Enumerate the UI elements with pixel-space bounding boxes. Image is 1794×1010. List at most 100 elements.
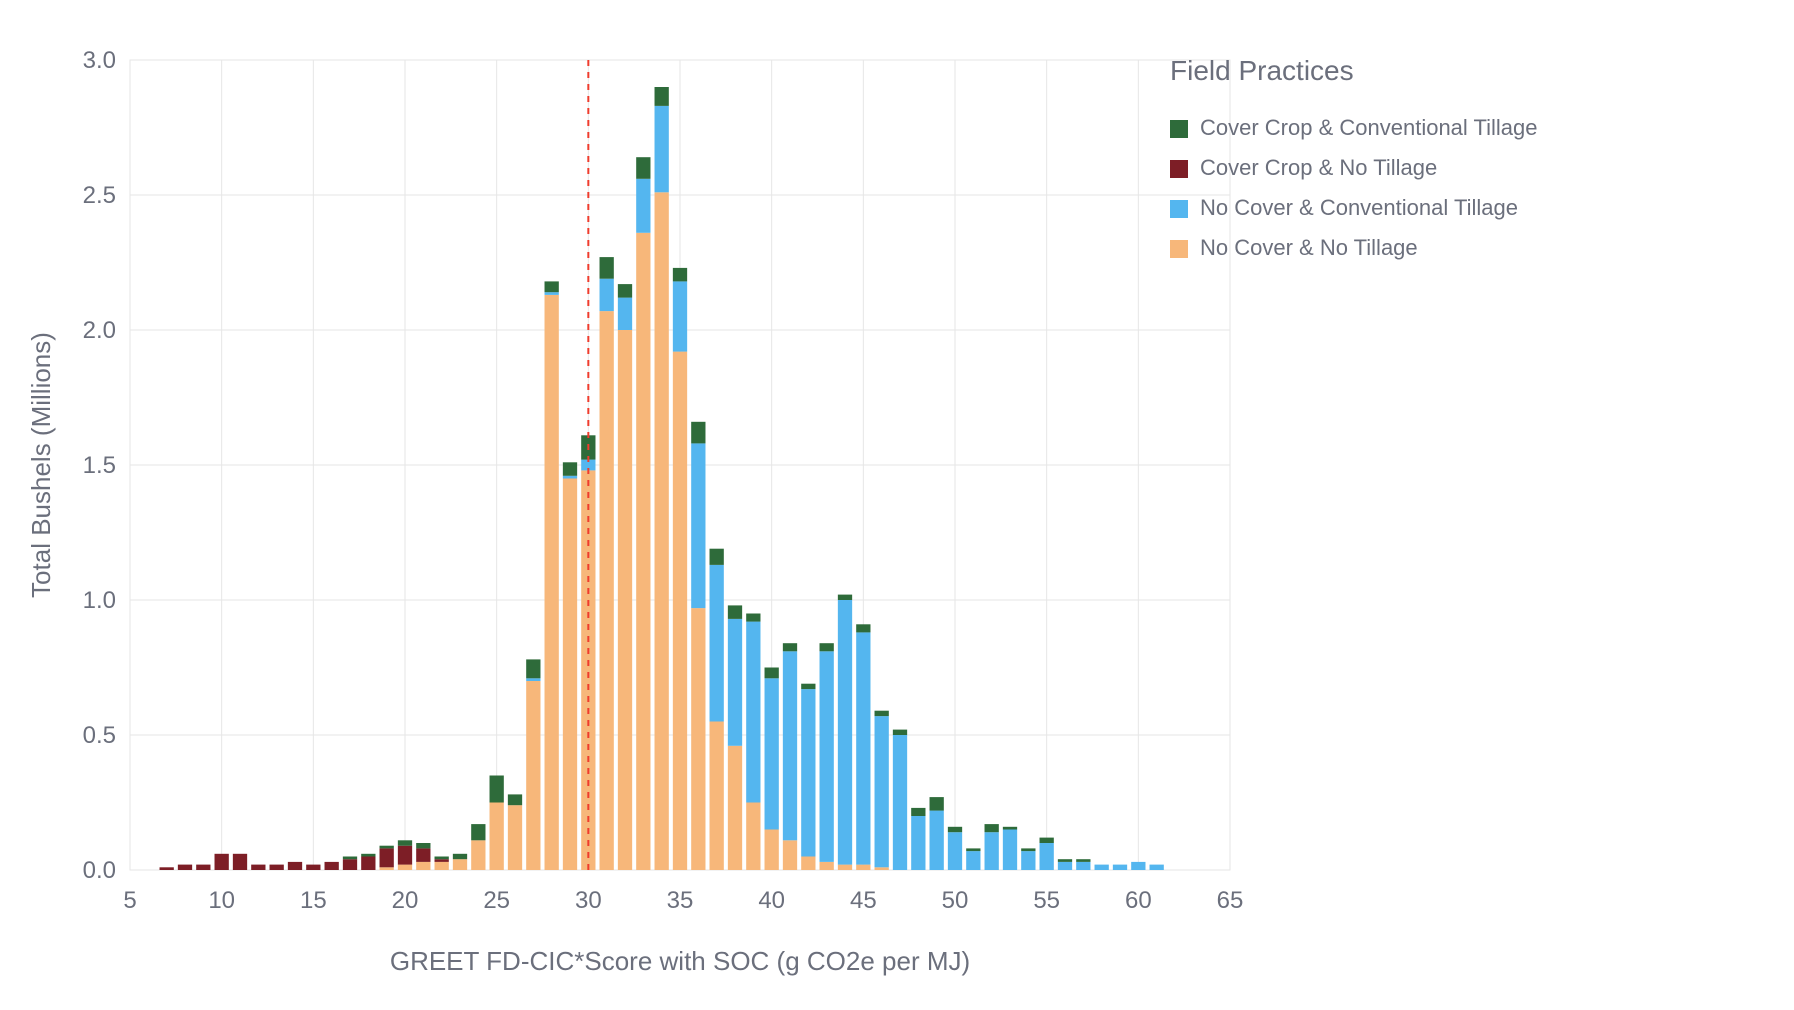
bar-segment-nc_ct: [948, 832, 962, 870]
x-tick-label: 15: [300, 887, 327, 914]
bar-segment-cc_ct: [416, 843, 430, 848]
bar-segment-cc_ct: [655, 87, 669, 106]
bar-segment-nc_ct: [856, 632, 870, 864]
bar-segment-nc_nt: [765, 830, 779, 871]
bar-segment-cc_nt: [398, 846, 412, 865]
bar-segment-cc_nt: [160, 867, 174, 870]
bar-segment-cc_nt: [270, 865, 284, 870]
legend-label-cc_nt: Cover Crop & No Tillage: [1200, 155, 1437, 180]
bar-segment-cc_ct: [838, 595, 852, 600]
bar-segment-nc_ct: [1021, 851, 1035, 870]
bar-segment-nc_ct: [783, 651, 797, 840]
bar-segment-nc_ct: [563, 476, 577, 479]
bar-segment-nc_nt: [820, 862, 834, 870]
bar-segment-cc_ct: [930, 797, 944, 811]
x-tick-label: 20: [392, 887, 419, 914]
x-axis-label: GREET FD-CIC*Score with SOC (g CO2e per …: [390, 946, 970, 976]
legend-label-cc_ct: Cover Crop & Conventional Tillage: [1200, 115, 1538, 140]
bar-segment-cc_ct: [545, 281, 559, 292]
bar-segment-cc_ct: [893, 730, 907, 735]
bar-segment-cc_nt: [178, 865, 192, 870]
bar-segment-cc_nt: [343, 859, 357, 870]
bar-segment-nc_nt: [435, 862, 449, 870]
bar-segment-nc_ct: [1131, 862, 1145, 870]
bar-segment-cc_ct: [1021, 848, 1035, 851]
bar-segment-cc_ct: [673, 268, 687, 282]
bar-segment-cc_nt: [325, 862, 339, 870]
bar-segment-cc_ct: [361, 854, 375, 857]
bar-segment-nc_nt: [673, 352, 687, 870]
bar-segment-nc_ct: [1095, 865, 1109, 870]
bar-segment-cc_ct: [343, 857, 357, 860]
bar-segment-nc_ct: [875, 716, 889, 867]
bar-segment-nc_nt: [563, 479, 577, 871]
bar-segment-nc_ct: [710, 565, 724, 722]
bar-segment-cc_ct: [600, 257, 614, 279]
bar-segment-nc_nt: [875, 867, 889, 870]
bar-segment-nc_nt: [838, 865, 852, 870]
bar-segment-cc_ct: [453, 854, 467, 859]
bar-segment-nc_nt: [526, 681, 540, 870]
bar-segment-nc_ct: [985, 832, 999, 870]
legend-title: Field Practices: [1170, 55, 1354, 86]
bar-segment-cc_ct: [856, 624, 870, 632]
x-tick-label: 30: [575, 887, 602, 914]
bar-segment-nc_nt: [508, 805, 522, 870]
bar-segment-cc_nt: [251, 865, 265, 870]
bar-segment-nc_ct: [673, 281, 687, 351]
bar-segment-cc_nt: [416, 848, 430, 862]
bar-segment-nc_ct: [930, 811, 944, 870]
bar-segment-nc_ct: [746, 622, 760, 803]
bar-segment-nc_ct: [765, 678, 779, 829]
bar-segment-cc_ct: [490, 776, 504, 803]
bar-segment-nc_ct: [526, 678, 540, 681]
legend-label-nc_nt: No Cover & No Tillage: [1200, 235, 1418, 260]
bar-segment-cc_ct: [380, 846, 394, 849]
bar-segment-cc_ct: [398, 840, 412, 845]
bar-segment-cc_ct: [691, 422, 705, 444]
bar-segment-nc_ct: [636, 179, 650, 233]
bar-segment-cc_ct: [801, 684, 815, 689]
bar-segment-nc_ct: [618, 298, 632, 330]
bar-segment-cc_ct: [820, 643, 834, 651]
x-axis: 5101520253035404550556065: [123, 887, 1243, 914]
x-tick-label: 55: [1033, 887, 1060, 914]
bar-segment-nc_ct: [838, 600, 852, 865]
bar-segment-cc_ct: [765, 668, 779, 679]
bar-segment-nc_ct: [1076, 862, 1090, 870]
bar-segment-nc_nt: [783, 840, 797, 870]
y-tick-label: 1.0: [83, 587, 116, 614]
bar-segment-nc_ct: [1040, 843, 1054, 870]
bar-segment-nc_nt: [710, 722, 724, 871]
bar-segment-cc_nt: [288, 862, 302, 870]
bar-segment-cc_ct: [728, 605, 742, 619]
legend-swatch-cc_nt: [1170, 160, 1188, 178]
bar-segment-cc_ct: [783, 643, 797, 651]
legend-swatch-nc_ct: [1170, 200, 1188, 218]
y-axis-label: Total Bushels (Millions): [26, 332, 56, 598]
bar-segment-cc_ct: [618, 284, 632, 298]
bar-segment-nc_nt: [398, 865, 412, 870]
bar-segment-nc_nt: [691, 608, 705, 870]
bar-segment-nc_ct: [545, 292, 559, 295]
chart-container: 5101520253035404550556065GREET FD-CIC*Sc…: [0, 0, 1794, 1010]
bar-segment-nc_nt: [416, 862, 430, 870]
bar-segment-nc_ct: [728, 619, 742, 746]
bar-segment-cc_nt: [435, 859, 449, 862]
bar-segment-nc_nt: [655, 192, 669, 870]
y-tick-label: 3.0: [83, 47, 116, 74]
bar-segment-cc_nt: [361, 857, 375, 871]
bar-segment-cc_nt: [233, 854, 247, 870]
bar-segment-nc_ct: [1003, 830, 1017, 871]
legend-swatch-cc_ct: [1170, 120, 1188, 138]
bar-segment-nc_ct: [911, 816, 925, 870]
bar-segment-nc_ct: [691, 443, 705, 608]
bar-segment-cc_ct: [710, 549, 724, 565]
bar-segment-nc_nt: [490, 803, 504, 871]
bar-segment-nc_nt: [618, 330, 632, 870]
y-axis: 0.00.51.01.52.02.53.0: [83, 47, 116, 884]
x-tick-label: 10: [208, 887, 235, 914]
y-tick-label: 2.0: [83, 317, 116, 344]
bar-segment-cc_ct: [1040, 838, 1054, 843]
bar-segment-cc_ct: [875, 711, 889, 716]
